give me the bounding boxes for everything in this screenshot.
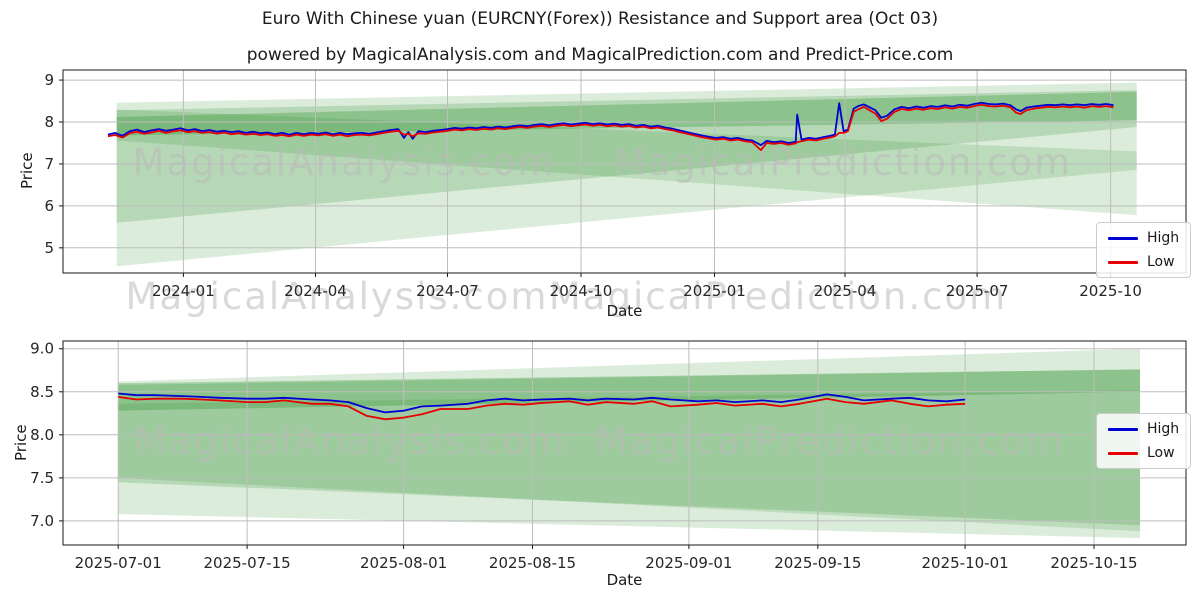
legend-label-high: High [1147,230,1180,246]
x-tick-label: 2025-04 [814,282,877,300]
bands-layer [63,70,1186,545]
support-resistance-band [118,348,1140,539]
x-tick-label: 2025-08-15 [489,554,576,572]
legend-bottom-chart: High Low [1096,413,1192,469]
y-tick-label: 7 [44,155,54,173]
watermark-text: MagicalPrediction.com [595,419,1065,463]
chart-1-bands [118,348,1140,539]
high-series-line [118,392,966,414]
y-axis-label-top: Price [18,152,36,190]
y-tick-label: 9 [44,71,54,89]
x-tick-label: 2025-07 [946,282,1009,300]
axes-layer: 2024-01 2024-04 2024-07 2024-10 2025-01 2025-… [30,69,1187,572]
support-resistance-band [118,369,1140,411]
x-tick-label: 2025-10 [1079,282,1142,300]
chart-title: Euro With Chinese yuan (EURCNY(Forex)) R… [261,9,939,29]
legend-item-high: High [1108,230,1179,246]
y-tick-label: 7.0 [30,512,54,530]
watermark-text: MagicalAnalysis.com [133,419,566,463]
chart-1-front: 2025-07-01 2025-07-15 2025-08-01 2025-08-15… [30,340,1187,572]
low-series-line [107,103,1114,152]
x-axis-label-top: Date [606,302,643,320]
x-tick-label: 2024-07 [416,282,479,300]
y-tick-label: 8.0 [30,426,54,444]
x-tick-label: 2025-08-01 [360,554,447,572]
y-tick-label: 5 [44,239,54,257]
legend-label-low: Low [1147,445,1175,461]
high-line-sample [1108,427,1138,431]
support-resistance-band [116,90,1137,223]
y-tick-label: 8 [44,113,54,131]
y-tick-label: 9.0 [30,340,54,358]
x-tick-label: 2024-10 [550,282,613,300]
support-resistance-band [118,369,1140,526]
x-tick-label: 2025-07-01 [75,554,162,572]
legend-label-low: Low [1147,254,1175,270]
low-line-sample [1108,451,1138,455]
chart-0-front: 2024-01 2024-04 2024-07 2024-10 2025-01 2025-… [44,69,1187,300]
y-tick-label: 6 [44,197,54,215]
watermark-text: MagicalPrediction.com [549,275,1007,318]
x-tick-label: 2025-07-15 [204,554,291,572]
x-tick-label: 2025-09-15 [774,554,861,572]
legend-item-high: High [1108,421,1179,437]
watermark-text: MagicalPrediction.com [614,141,1072,184]
x-tick-label: 2024-01 [152,282,215,300]
high-line-sample [1108,236,1138,240]
low-series-line [118,396,966,421]
support-resistance-band [116,91,1137,136]
y-tick-label: 8.5 [30,383,54,401]
x-tick-label: 2025-10-01 [922,554,1009,572]
x-tick-label: 2025-01 [683,282,746,300]
plot-border [62,69,1187,274]
watermark-text: MagicalAnalysis.com [126,275,549,318]
support-resistance-band [116,82,1137,267]
x-tick-label: 2024-04 [284,282,347,300]
chart-subtitle: powered by MagicalAnalysis.com and Magic… [246,45,954,65]
y-axis-label-bottom: Price [12,424,30,462]
legend-item-low: Low [1108,254,1179,270]
x-axis-label-bottom: Date [606,571,643,589]
low-line-sample [1108,260,1138,264]
legend-top-chart: High Low [1096,222,1192,278]
x-tick-label: 2025-09-01 [645,554,732,572]
x-tick-label: 2025-10-15 [1050,554,1137,572]
legend-item-low: Low [1108,445,1179,461]
watermark-text: MagicalAnalysis.com [133,141,556,184]
high-series-line [107,101,1114,147]
watermarks-layer: MagicalAnalysis.com MagicalPrediction.com… [126,141,1072,463]
support-resistance-band [118,390,1140,532]
legend-label-high: High [1147,421,1180,437]
y-tick-label: 7.5 [30,469,54,487]
